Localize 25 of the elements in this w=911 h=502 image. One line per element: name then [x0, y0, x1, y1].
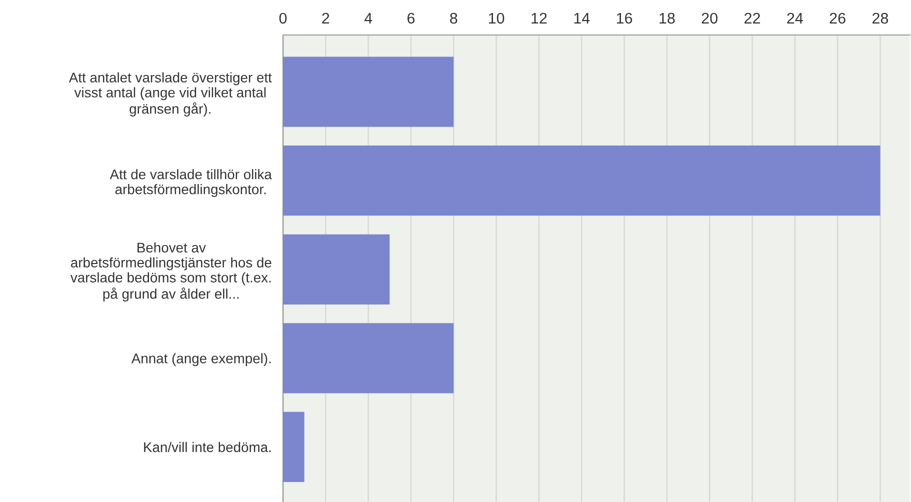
- bar: [283, 56, 454, 127]
- y-tick-label: Kan/vill inte bedöma.: [144, 442, 271, 452]
- x-tick-label: 6: [408, 12, 415, 24]
- x-tick-label: 2: [322, 12, 330, 24]
- bar: [283, 323, 454, 394]
- x-tick-label: 8: [450, 12, 458, 24]
- y-tick-label: Att antalet varslade överstiger ett visst antal (ange vid vilket antal gränsen går).: [68, 72, 272, 116]
- bar: [283, 412, 304, 482]
- y-tick-label: Behovet av arbetsförmedlingstjänster hos de varslade bedöms som stort (t.ex. på grund av ålder ell...: [70, 242, 272, 302]
- x-tick-label: 24: [787, 12, 803, 24]
- x-tick-label: 14: [574, 12, 590, 24]
- y-tick-label: Annat (ange exempel).: [131, 353, 271, 366]
- x-tick-label: 12: [532, 12, 547, 24]
- x-tick-label: 10: [488, 12, 504, 24]
- bar: [283, 234, 390, 304]
- x-tick-label: 0: [279, 12, 287, 24]
- bar: [283, 146, 880, 216]
- x-tick-label: 4: [364, 12, 372, 24]
- y-tick-label: Att de varslade tillhör olika arbetsförmedlingskontor.: [110, 169, 272, 198]
- x-tick-label: 22: [744, 12, 760, 24]
- x-tick-label: 26: [830, 12, 846, 24]
- x-tick-label: 20: [702, 12, 718, 24]
- x-tick-label: 28: [872, 12, 888, 24]
- x-tick-label: 16: [616, 12, 632, 24]
- x-tick-label: 18: [660, 12, 675, 24]
